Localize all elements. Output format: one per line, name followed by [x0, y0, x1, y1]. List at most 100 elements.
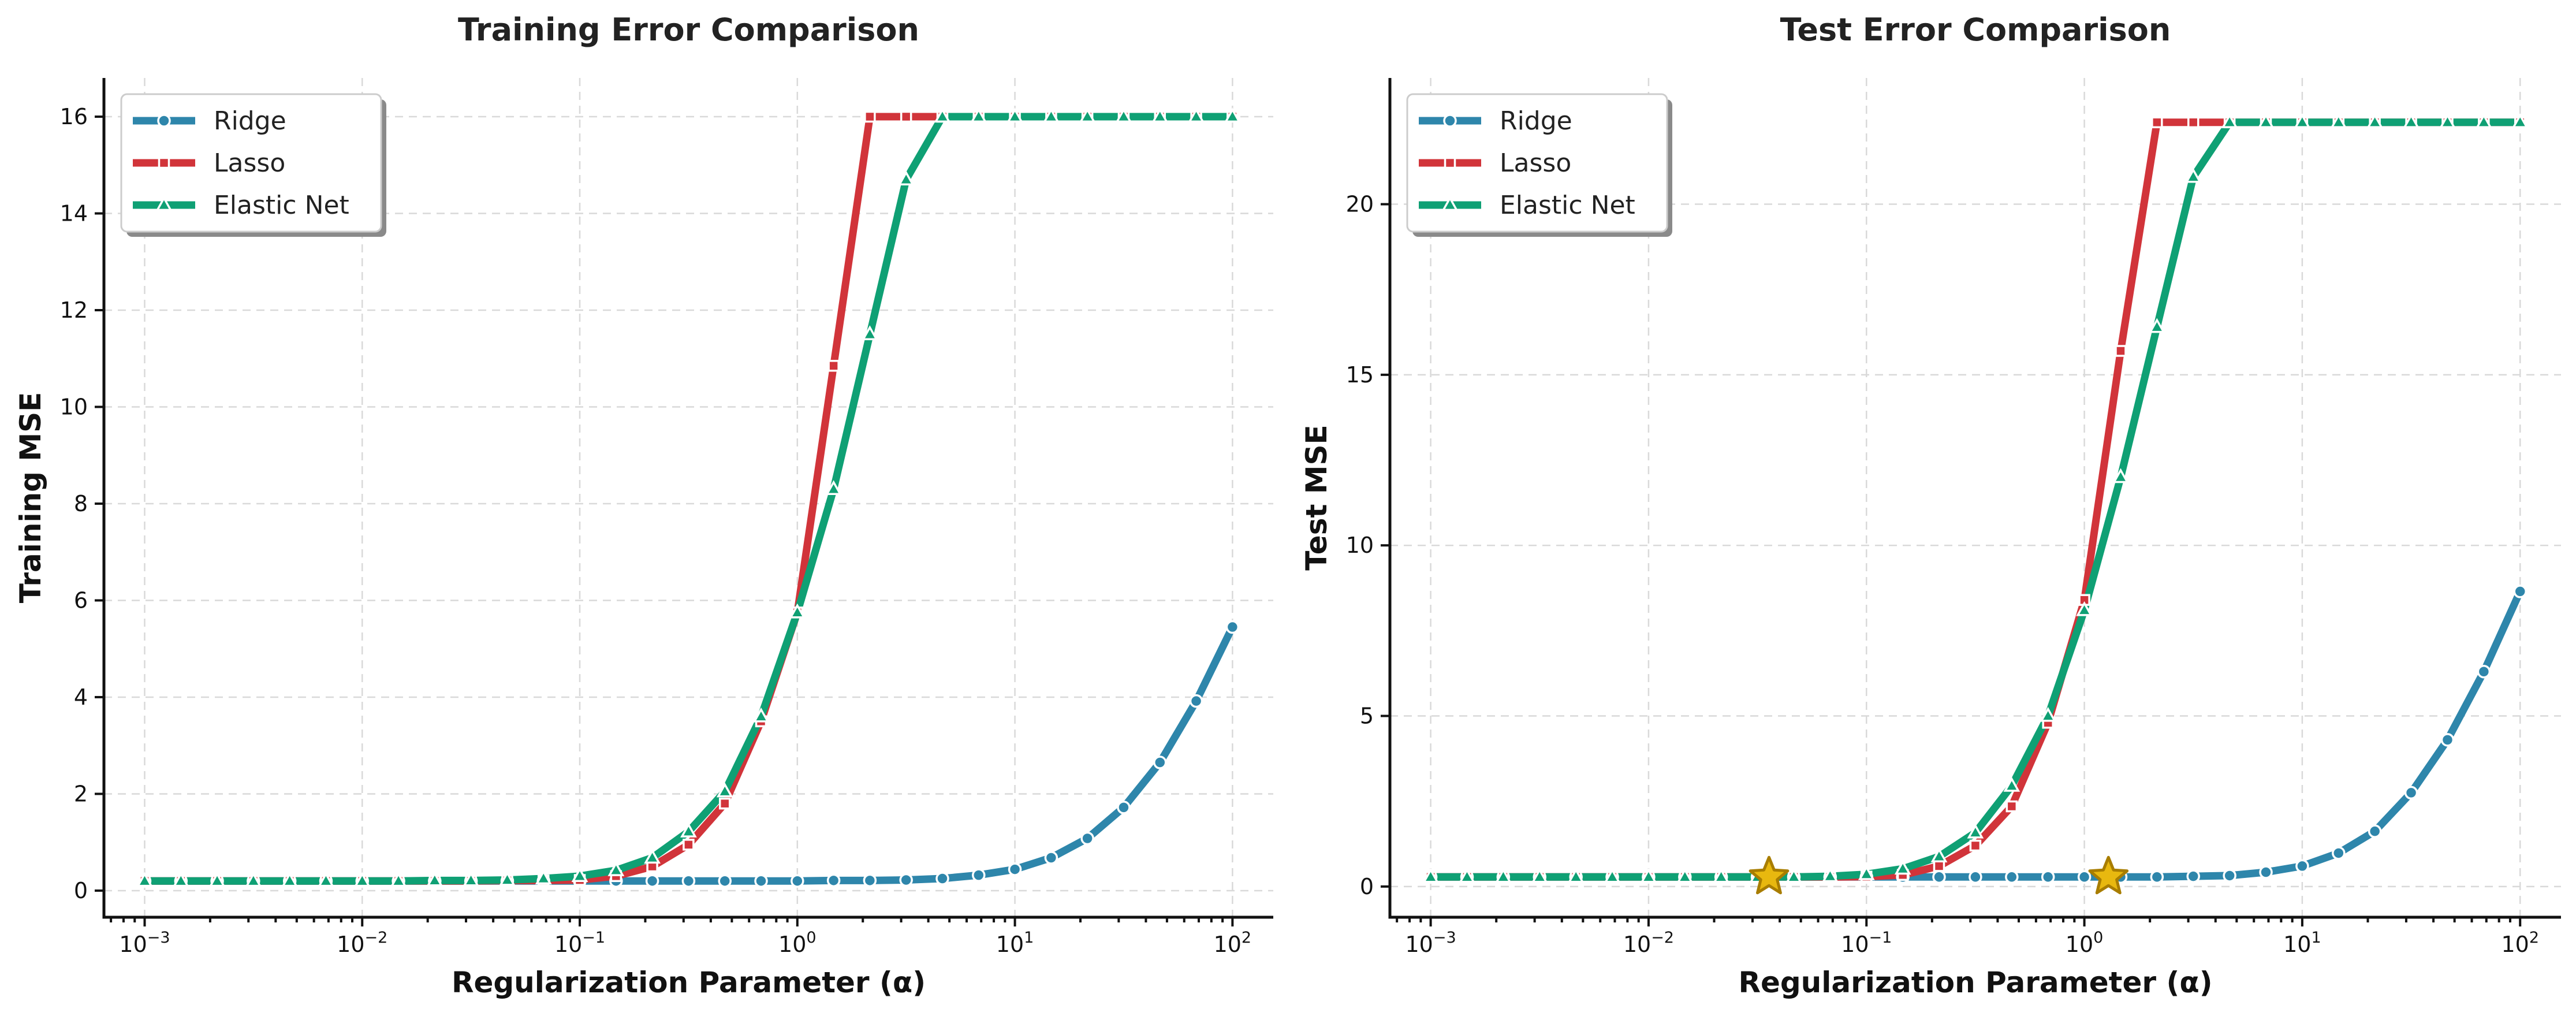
data-point-ridge — [1008, 862, 1022, 876]
data-point-elastic-net — [2294, 113, 2311, 128]
y-tick-label: 15 — [1346, 362, 1374, 388]
x-axis-label: Regularization Parameter (α) — [1738, 966, 2212, 999]
data-point-elastic-net — [607, 861, 625, 876]
data-point-ridge — [754, 874, 768, 888]
data-point-ridge — [718, 874, 732, 888]
data-point-elastic-net — [1079, 107, 1096, 123]
annotations — [1749, 855, 2129, 895]
data-point-lasso — [900, 110, 912, 123]
data-point-elastic-net — [2221, 113, 2238, 128]
y-tick-label: 20 — [1346, 192, 1374, 217]
x-tick-label: 10−3 — [1406, 929, 1456, 957]
data-point-elastic-net — [2112, 468, 2129, 483]
legend-marker — [1441, 196, 1459, 211]
data-point-elastic-net — [1676, 868, 1694, 883]
data-point-ridge — [2005, 870, 2019, 884]
data-point-elastic-net — [136, 872, 153, 887]
axes: 10−3 10−2 10−1 100 101 102 0 2 4 6 8 10 12 14 16 — [60, 78, 1273, 957]
data-point-ridge — [2440, 733, 2455, 747]
data-point-ridge — [1225, 620, 1240, 634]
data-point-ridge — [1189, 694, 1203, 708]
x-axis-label: Regularization Parameter (α) — [452, 966, 926, 999]
data-point-lasso — [718, 797, 731, 810]
data-point-ridge — [1932, 870, 1946, 884]
data-point-elastic-net — [1785, 868, 1802, 883]
data-point-elastic-net — [1531, 868, 1548, 883]
data-point-elastic-net — [752, 707, 770, 723]
y-tick-label: 12 — [60, 297, 88, 323]
data-point-elastic-net — [1713, 868, 1730, 883]
axes: 10−3 10−2 10−1 100 101 102 0 5 10 15 20 — [1346, 78, 2561, 957]
legend-marker — [155, 196, 173, 211]
y-tick-label: 6 — [74, 587, 88, 613]
x-tick-label: 10−2 — [337, 929, 387, 957]
data-point-elastic-net — [571, 867, 588, 882]
data-point-ridge — [1080, 831, 1094, 846]
data-point-elastic-net — [1224, 107, 1241, 123]
legend-label: Elastic Net — [1500, 191, 1635, 220]
data-point-elastic-net — [1821, 867, 1839, 883]
data-point-elastic-net — [2330, 113, 2347, 128]
y-tick-label: 10 — [60, 394, 88, 419]
y-axis-label: Training MSE — [14, 392, 47, 604]
data-point-ridge — [1153, 756, 1167, 769]
legend-label: Lasso — [214, 148, 285, 178]
data-point-lasso — [2115, 345, 2127, 357]
data-point-elastic-net — [2076, 601, 2093, 616]
legend-box — [1406, 93, 1668, 233]
data-point-elastic-net — [2148, 318, 2165, 333]
data-point-elastic-net — [1930, 847, 1948, 863]
data-point-elastic-net — [2257, 113, 2275, 128]
legend-marker — [1443, 114, 1457, 128]
data-point-elastic-net — [1604, 868, 1621, 883]
data-point-elastic-net — [245, 872, 262, 887]
x-tick-label: 101 — [996, 929, 1034, 957]
data-point-elastic-net — [535, 869, 552, 885]
data-point-elastic-net — [1006, 107, 1023, 123]
data-point-ridge — [2332, 846, 2346, 860]
data-point-elastic-net — [2366, 113, 2384, 128]
y-tick-label: 2 — [74, 781, 88, 806]
data-point-ridge — [935, 872, 949, 885]
data-point-elastic-net — [680, 823, 697, 838]
x-tick-label: 102 — [2501, 929, 2539, 957]
x-tick-label: 10−1 — [554, 929, 605, 957]
data-point-elastic-net — [208, 872, 226, 887]
x-tick-label: 10−2 — [1623, 929, 1674, 957]
data-point-elastic-net — [172, 872, 189, 887]
data-point-lasso — [1933, 860, 1945, 872]
data-point-elastic-net — [934, 107, 951, 123]
data-point-elastic-net — [2040, 706, 2057, 722]
data-point-lasso — [827, 360, 840, 372]
data-point-ridge — [1117, 801, 1131, 814]
y-tick-label: 8 — [74, 491, 88, 516]
y-tick-label: 0 — [74, 878, 88, 903]
data-point-ridge — [2041, 870, 2055, 884]
data-point-elastic-net — [1043, 107, 1060, 123]
legend-label: Lasso — [1500, 148, 1571, 178]
legend-marker — [157, 114, 171, 128]
data-point-ridge — [2368, 824, 2382, 838]
data-point-elastic-net — [1494, 868, 1512, 883]
y-tick-label: 0 — [1360, 874, 1374, 899]
y-tick-label: 14 — [60, 200, 88, 226]
data-point-ridge — [2513, 585, 2527, 598]
data-point-lasso — [1969, 839, 1982, 852]
x-tick-label: 101 — [2283, 929, 2321, 957]
data-point-ridge — [2259, 865, 2273, 879]
data-point-ridge — [681, 874, 696, 888]
data-point-lasso — [2005, 800, 2018, 813]
legend: Ridge Lasso Elastic Net — [1406, 93, 1672, 237]
data-point-ridge — [2150, 870, 2164, 884]
data-point-elastic-net — [390, 872, 407, 887]
data-point-elastic-net — [1567, 868, 1585, 883]
data-point-ridge — [645, 874, 659, 888]
data-point-elastic-net — [1858, 865, 1875, 880]
data-point-elastic-net — [1967, 823, 1984, 839]
data-point-ridge — [1044, 851, 1058, 865]
data-point-ridge — [899, 873, 913, 887]
x-tick-label: 100 — [2066, 929, 2104, 957]
y-tick-label: 5 — [1360, 704, 1374, 729]
data-point-ridge — [1969, 870, 1982, 884]
